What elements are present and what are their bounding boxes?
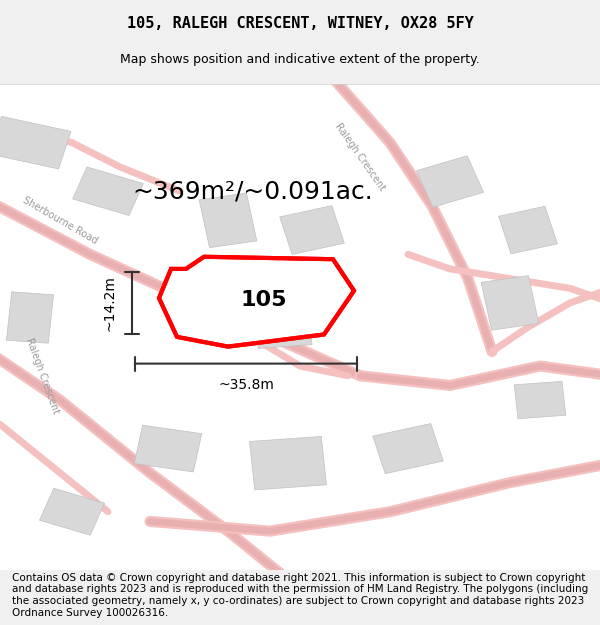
Bar (514, 381, 566, 419)
Text: ~369m²/~0.091ac.: ~369m²/~0.091ac. (132, 179, 373, 203)
Text: 105, RALEGH CRESCENT, WITNEY, OX28 5FY: 105, RALEGH CRESCENT, WITNEY, OX28 5FY (127, 16, 473, 31)
Bar (73, 167, 143, 216)
Bar (134, 425, 202, 472)
Polygon shape (159, 257, 354, 347)
Text: Sherbourne Road: Sherbourne Road (21, 195, 99, 246)
Bar (499, 206, 557, 254)
Bar (7, 292, 53, 343)
Bar (252, 286, 312, 348)
Text: Contains OS data © Crown copyright and database right 2021. This information is : Contains OS data © Crown copyright and d… (12, 572, 588, 618)
Text: Ralegh Crescent: Ralegh Crescent (23, 336, 61, 415)
Bar (250, 436, 326, 490)
Bar (416, 156, 484, 208)
Bar (40, 488, 104, 535)
Bar (481, 276, 539, 330)
Bar (280, 206, 344, 254)
Bar (373, 424, 443, 474)
Text: ~35.8m: ~35.8m (218, 379, 274, 392)
Text: ~14.2m: ~14.2m (102, 275, 116, 331)
Text: 105: 105 (241, 291, 287, 311)
Bar (0, 116, 71, 169)
Text: Ralegh Crescent: Ralegh Crescent (333, 122, 387, 193)
Text: Map shows position and indicative extent of the property.: Map shows position and indicative extent… (120, 52, 480, 66)
Bar (199, 193, 257, 248)
